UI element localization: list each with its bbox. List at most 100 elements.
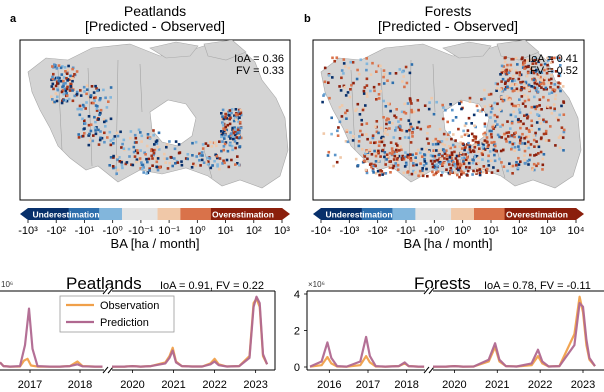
map-pixel (531, 168, 534, 171)
colorbar-tick-label: -10² (46, 225, 66, 237)
map-pixel (535, 164, 538, 168)
map-pixel (233, 140, 237, 143)
colorbar-segment (504, 208, 577, 220)
map-pixel (530, 128, 533, 132)
map-pixel (511, 89, 515, 93)
map-pixel (139, 149, 142, 152)
map-pixel (389, 171, 392, 174)
map-pixel (464, 158, 468, 161)
map-pixel (473, 155, 476, 159)
map-pixel (532, 71, 536, 75)
map-pixel (499, 125, 502, 128)
map-pixel (393, 152, 396, 156)
map-pixel (425, 167, 428, 171)
map-pixel (530, 58, 533, 62)
map-pixel (59, 66, 63, 70)
map-pixel (544, 129, 548, 133)
map-pixel (152, 133, 155, 137)
map-pixel (445, 138, 449, 141)
map-pixel (439, 162, 442, 165)
map-pixel (229, 137, 232, 140)
map-pixel (542, 132, 546, 136)
map-pixel (102, 118, 106, 121)
map-pixel (496, 115, 499, 119)
map-pixel (340, 69, 344, 72)
map-pixel (355, 77, 359, 81)
map-pixel (97, 143, 101, 146)
map-pixel (409, 159, 413, 162)
map-pixel (148, 169, 151, 172)
map-pixel (404, 65, 408, 69)
map-pixel (455, 167, 459, 170)
map-pixel (174, 162, 177, 165)
map-pixel (321, 100, 324, 104)
map-pixel (417, 108, 420, 112)
map-pixel (530, 124, 534, 127)
map-pixel (359, 129, 362, 133)
map-pixel (516, 89, 520, 93)
axis-break-top (423, 287, 435, 295)
map-pixel (134, 136, 138, 140)
map-pixel (376, 169, 380, 173)
map-stat-fv: FV = 0.33 (236, 65, 284, 77)
map-pixel (137, 128, 141, 132)
map-pixel (423, 104, 427, 107)
map-pixel (391, 166, 395, 170)
map-pixel (146, 160, 149, 164)
map-pixel (221, 115, 224, 118)
map-pixel (349, 60, 352, 64)
map-pixel (207, 160, 210, 163)
map-pixel (394, 126, 398, 129)
map-pixel (184, 157, 188, 160)
map-pixel (477, 156, 480, 160)
colorbar-segment (415, 208, 452, 220)
map-pixel (215, 144, 218, 148)
map-pixel (517, 120, 520, 124)
map-pixel (533, 82, 537, 85)
map-pixel (460, 135, 463, 138)
map-pixel (501, 77, 505, 81)
map-pixel (147, 157, 151, 161)
map-pixel (155, 160, 159, 164)
map-pixel (226, 123, 230, 127)
map-pixel (186, 153, 190, 156)
map-pixel (476, 109, 480, 112)
map-pixel (553, 107, 556, 111)
map-pixel (225, 158, 229, 162)
map-pixel (504, 137, 508, 141)
map-pixel (427, 142, 430, 145)
map-pixel (85, 84, 89, 87)
map-pixel (358, 135, 361, 138)
map-pixel (228, 143, 232, 146)
map-pixel (514, 69, 518, 72)
map-pixel (399, 118, 403, 121)
map-pixel (547, 139, 551, 142)
map-pixel (490, 171, 494, 174)
map-pixel (347, 66, 351, 70)
map-pixel (214, 153, 217, 157)
map-pixel (506, 79, 510, 83)
map-pixel (442, 132, 446, 136)
map-pixel (50, 95, 53, 98)
map-pixel (351, 61, 355, 64)
map-pixel (500, 136, 503, 139)
map-pixel (377, 97, 381, 100)
map-pixel (394, 72, 398, 75)
map-pixel (68, 89, 72, 92)
colorbar-peatlands: Underestimation Overestimation -10³ -10² -… (18, 208, 290, 251)
map-pixel (226, 149, 230, 153)
map-pixel (445, 168, 448, 171)
map-pixel (547, 81, 551, 85)
map-pixel (442, 106, 445, 109)
map-pixel (426, 174, 429, 178)
map-pixel (224, 112, 227, 116)
map-pixel (531, 77, 534, 81)
series-line-prediction (309, 335, 425, 368)
map-pixel (349, 88, 352, 91)
map-pixel (130, 163, 133, 166)
map-pixel (444, 108, 447, 112)
map-pixel (383, 172, 386, 175)
colorbar-high-label: Overestimation (506, 210, 568, 220)
map-pixel (452, 160, 455, 164)
map-pixel (422, 164, 426, 167)
